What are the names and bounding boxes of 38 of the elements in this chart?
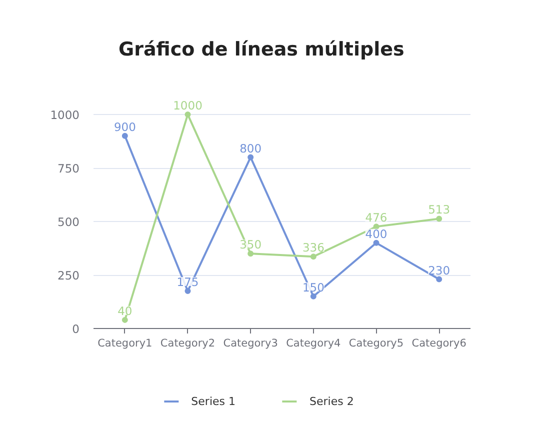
data-label: 800	[240, 141, 262, 156]
point	[248, 250, 254, 257]
data-label: 40	[118, 304, 132, 318]
data-label: 1000	[173, 98, 202, 112]
point	[184, 112, 191, 118]
data-label: 900	[114, 120, 136, 134]
point	[310, 293, 316, 300]
y-tick-label: 500	[58, 215, 80, 229]
x-tick-label: Category4	[286, 338, 342, 350]
legend-label: Series 2	[310, 394, 354, 408]
data-label: 175	[176, 275, 199, 290]
data-label: 336	[302, 240, 324, 255]
y-tick-label: 750	[58, 162, 80, 176]
x-tick-label: Category6	[412, 338, 467, 350]
point	[373, 240, 380, 246]
point	[310, 254, 316, 260]
point	[436, 276, 442, 282]
point	[248, 154, 254, 160]
y-tick-label: 250	[58, 268, 80, 282]
data-label: 230	[428, 263, 450, 278]
y-tick-label: 0	[72, 322, 80, 336]
x-tick-label: Category1	[98, 338, 152, 350]
x-tick-label: Category5	[348, 338, 404, 350]
point	[436, 216, 442, 222]
data-label: 150	[302, 280, 324, 294]
x-tick-label: Category3	[223, 338, 278, 350]
legend-label: Series 1	[191, 394, 236, 408]
data-label: 513	[428, 202, 450, 217]
chart-title: Gráfico de líneas múltiples	[118, 38, 404, 60]
y-tick-label: 1000	[50, 108, 80, 122]
point	[122, 132, 128, 139]
point	[184, 288, 191, 294]
data-label: 400	[365, 226, 388, 241]
data-label: 350	[240, 238, 262, 252]
data-label: 476	[365, 210, 388, 225]
point	[122, 316, 128, 323]
x-tick-label: Category2	[160, 338, 216, 350]
point	[373, 224, 380, 230]
